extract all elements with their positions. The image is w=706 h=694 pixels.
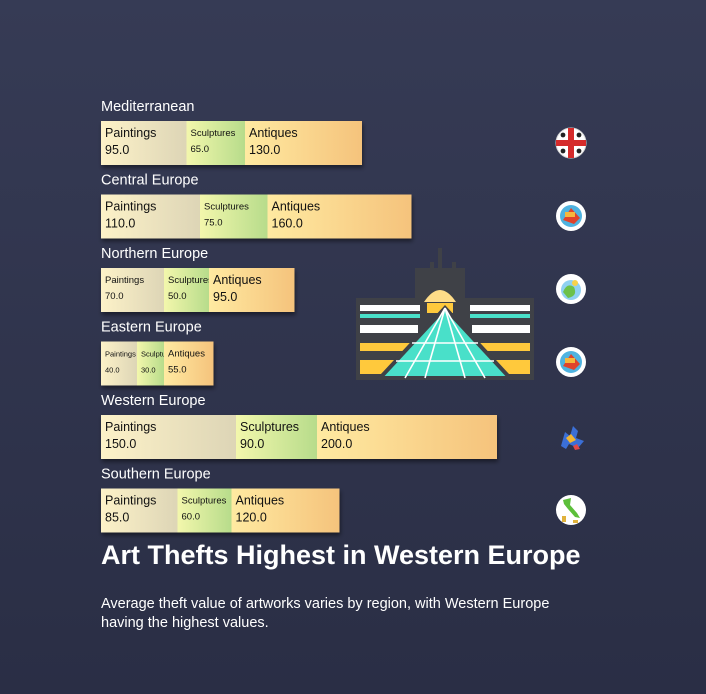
bar-segment-paintings xyxy=(101,415,236,459)
segment-series-label: Sculptures xyxy=(141,350,177,359)
chart-subtitle: Average theft value of artworks varies b… xyxy=(101,596,550,631)
segment-value-label: 70.0 xyxy=(105,291,124,302)
segment-value-label: 40.0 xyxy=(105,366,120,375)
segment-value-label: 200.0 xyxy=(321,437,352,451)
europe-map-icon xyxy=(561,426,584,450)
segment-value-label: 85.0 xyxy=(105,511,129,525)
segment-series-label: Paintings xyxy=(105,126,156,140)
bar-segment-sculptures xyxy=(164,268,209,312)
segment-series-label: Sculptures xyxy=(191,128,236,139)
segment-series-label: Sculptures xyxy=(182,496,227,507)
bar-segment-sculptures xyxy=(200,194,268,239)
segment-value-label: 160.0 xyxy=(272,217,303,231)
segment-value-label: 150.0 xyxy=(105,437,136,451)
segment-series-label: Sculptures xyxy=(240,420,299,434)
region-emblem-icon xyxy=(556,201,586,231)
segment-series-label: Antiques xyxy=(272,200,321,214)
segment-series-label: Paintings xyxy=(105,200,156,214)
chart-title: Art Thefts Highest in Western Europe xyxy=(101,540,581,570)
bar-segment-sculptures xyxy=(177,488,232,533)
bar-segment-paintings xyxy=(101,121,187,165)
segment-series-label: Antiques xyxy=(213,273,262,287)
segment-series-label: Antiques xyxy=(249,126,298,140)
bar-segment-paintings xyxy=(101,488,178,533)
segment-series-label: Sculptures xyxy=(168,275,213,286)
segment-value-label: 95.0 xyxy=(105,143,129,157)
bar-segment-paintings xyxy=(101,194,200,239)
bar-segment-antiques xyxy=(267,194,412,239)
segment-series-label: Paintings xyxy=(105,420,156,434)
region-label: Western Europe xyxy=(101,393,206,409)
bar-segment-sculptures xyxy=(186,121,245,165)
segment-series-label: Antiques xyxy=(236,494,285,508)
segment-value-label: 50.0 xyxy=(168,291,187,302)
segment-value-label: 30.0 xyxy=(141,366,156,375)
segment-series-label: Sculptures xyxy=(204,202,249,213)
segment-value-label: 75.0 xyxy=(204,218,223,229)
bar-segment-paintings xyxy=(101,341,137,386)
bar-segment-sculptures xyxy=(137,341,164,386)
segment-value-label: 65.0 xyxy=(191,144,210,155)
region-label: Mediterranean xyxy=(101,99,195,115)
segment-value-label: 95.0 xyxy=(213,290,237,304)
italy-map-icon xyxy=(556,495,586,525)
region-emblem-icon xyxy=(556,347,586,377)
region-label: Northern Europe xyxy=(101,246,208,262)
bar-segment-paintings xyxy=(101,268,164,312)
segment-value-label: 90.0 xyxy=(240,437,264,451)
bar-segment-antiques xyxy=(245,121,362,165)
segment-value-label: 130.0 xyxy=(249,143,280,157)
segment-series-label: Antiques xyxy=(168,349,205,360)
bar-segment-antiques xyxy=(317,415,497,459)
segment-series-label: Antiques xyxy=(321,420,370,434)
segment-series-label: Paintings xyxy=(105,275,144,286)
bar-segment-antiques xyxy=(209,268,295,312)
segment-value-label: 60.0 xyxy=(182,512,201,523)
segment-series-label: Paintings xyxy=(105,350,136,359)
bar-segment-antiques xyxy=(231,488,340,533)
segment-value-label: 120.0 xyxy=(236,511,267,525)
segment-series-label: Paintings xyxy=(105,494,156,508)
region-label: Eastern Europe xyxy=(101,320,202,336)
louvre-illustration-icon xyxy=(356,248,534,380)
sardinia-flag-icon xyxy=(555,127,587,159)
globe-map-icon xyxy=(556,274,586,304)
bar-segment-antiques xyxy=(164,341,214,386)
segment-value-label: 55.0 xyxy=(168,365,187,376)
region-label: Southern Europe xyxy=(101,467,211,483)
bar-segment-sculptures xyxy=(236,415,317,459)
region-label: Central Europe xyxy=(101,173,199,189)
segment-value-label: 110.0 xyxy=(105,217,135,231)
